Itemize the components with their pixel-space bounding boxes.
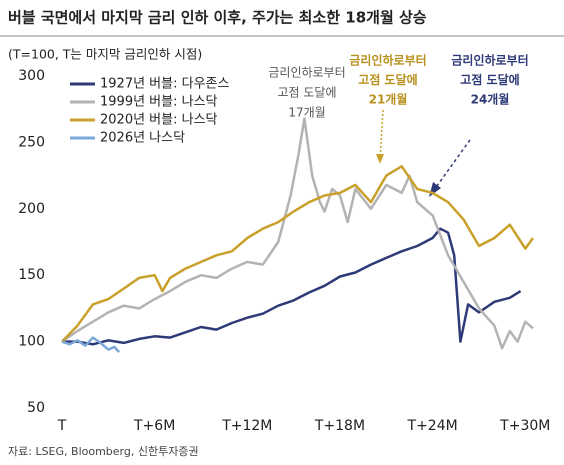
annotation: 24개월: [471, 92, 510, 107]
x-tick-label: T+6M: [133, 418, 175, 434]
x-tick-label: T+18M: [314, 418, 365, 434]
y-tick-label: 150: [18, 267, 45, 283]
chart-title: 버블 국면에서 마지막 금리 인하 이후, 주가는 최소한 18개월 상승: [8, 9, 427, 27]
legend-label: 1999년 버블: 나스닥: [100, 95, 218, 110]
y-tick-label: 250: [18, 134, 45, 150]
annotation: 금리인하로부터: [451, 53, 528, 68]
annotation: 금리인하로부터: [268, 66, 345, 80]
series-line: [61, 336, 121, 354]
source: 자료: LSEG, Bloomberg, 신한투자증권: [8, 445, 199, 458]
y-tick-label: 200: [18, 201, 45, 217]
annotation: 21개월: [369, 92, 408, 107]
x-tick-label: T+30M: [499, 418, 550, 434]
series-line: [61, 165, 535, 343]
chart-subtitle: (T=100, T는 마지막 금리인하 시점): [8, 47, 202, 62]
y-tick-label: 300: [18, 68, 45, 84]
annotation: 금리인하로부터: [349, 53, 426, 68]
y-tick-label: 50: [27, 400, 45, 416]
legend-label: 1927년 버블: 다우존스: [100, 77, 229, 92]
x-tick-label: T+24M: [407, 418, 458, 434]
legend-label: 2020년 버블: 나스닥: [100, 113, 218, 128]
arrow-head: [376, 154, 384, 164]
arrow: [433, 139, 471, 191]
arrow: [379, 109, 384, 161]
annotation: 고점 도달에: [460, 72, 519, 87]
legend-label: 2026년 나스닥: [100, 131, 185, 146]
annotation: 고점 도달에: [277, 86, 336, 100]
x-tick-label: T+12M: [221, 418, 272, 434]
annotation: 고점 도달에: [358, 72, 417, 87]
series-line: [62, 227, 522, 346]
y-tick-label: 100: [18, 334, 45, 350]
x-tick-label: T: [57, 418, 67, 434]
annotation: 17개월: [288, 106, 325, 120]
series-line: [61, 117, 534, 350]
